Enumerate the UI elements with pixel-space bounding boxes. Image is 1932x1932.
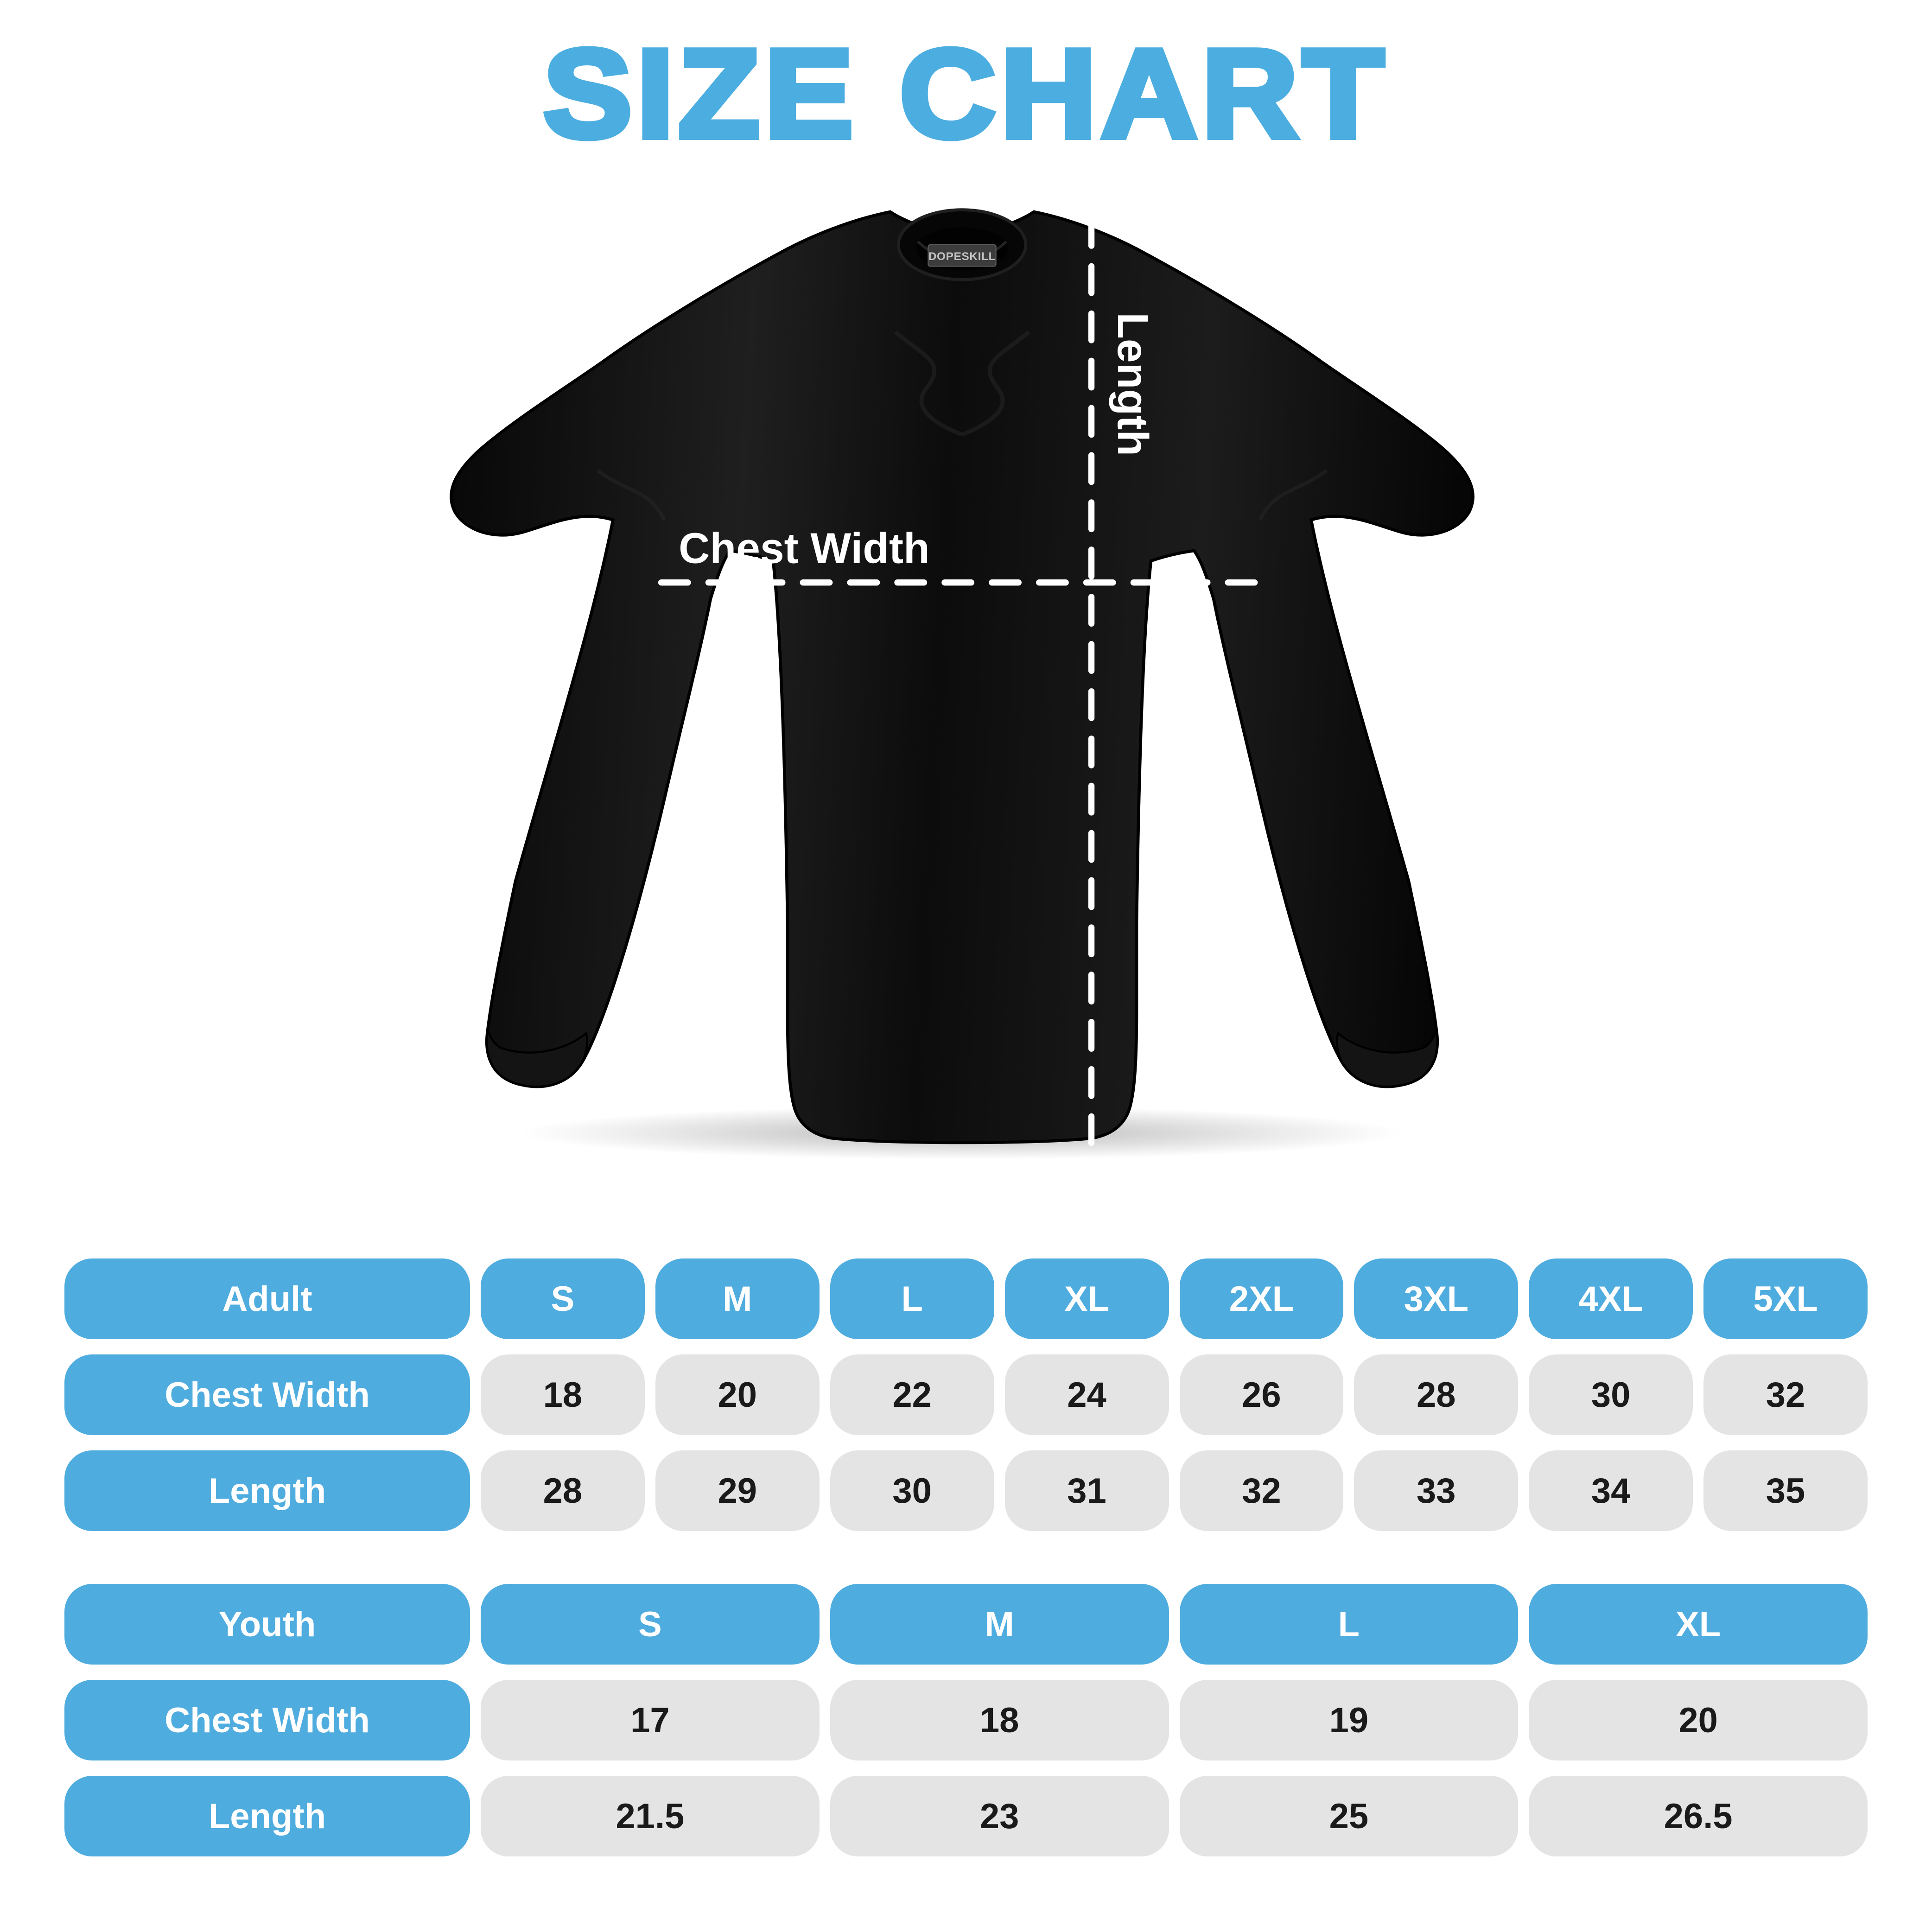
svg-text:Length: Length: [1109, 312, 1157, 456]
svg-text:DOPESKILL: DOPESKILL: [928, 250, 996, 263]
svg-text:Chest Width: Chest Width: [679, 524, 930, 572]
